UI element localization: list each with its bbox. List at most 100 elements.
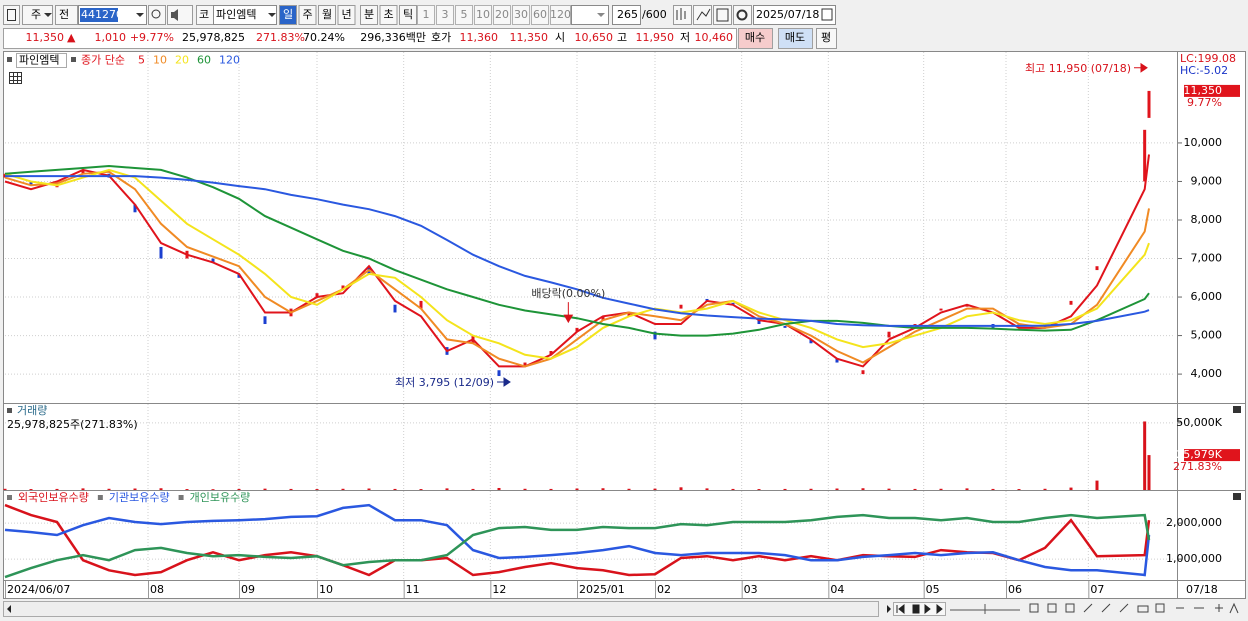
volume-bar <box>1043 488 1047 490</box>
period-button[interactable] <box>318 5 336 25</box>
volume-bar <box>55 488 59 490</box>
volume-bar <box>367 488 371 490</box>
candle-body <box>29 181 33 186</box>
legend-icon <box>7 495 12 500</box>
volume-bar <box>159 488 163 490</box>
volume-bar <box>549 488 553 490</box>
turnover: 70.24% <box>303 31 345 44</box>
candle-body <box>575 327 579 332</box>
x-tick-label: 12 <box>492 583 506 596</box>
y-tick-label: 4,000 <box>1191 367 1223 380</box>
x-tick-label: 10 <box>319 583 333 596</box>
candle-body <box>601 316 605 321</box>
period-button[interactable] <box>337 5 356 25</box>
search-button[interactable] <box>148 5 166 25</box>
interval-text: 30 <box>514 8 528 21</box>
code-text: 441270 <box>81 8 123 21</box>
interval-button[interactable] <box>493 5 511 25</box>
annotation-arrow <box>497 377 511 387</box>
interval-text: 3 <box>442 8 449 21</box>
volume-bar <box>757 489 761 490</box>
volume-bar <box>861 488 865 490</box>
settings-button[interactable] <box>733 5 752 25</box>
date-input[interactable] <box>753 5 836 25</box>
period-button[interactable] <box>379 5 398 25</box>
dropdown-arrow <box>597 13 605 17</box>
volume-bar <box>1017 489 1021 490</box>
info-bar: 11,350 ▲ 1,010 +9.77% 25,978,825 271.83%… <box>3 28 837 49</box>
y-tick-label: 6,000 <box>1191 290 1223 303</box>
candle-body <box>497 370 501 377</box>
period-button[interactable] <box>360 5 378 25</box>
series-line <box>4 513 1151 579</box>
volume-bar <box>575 488 579 490</box>
interval-button[interactable] <box>531 5 549 25</box>
interval-text: 60 <box>533 8 547 21</box>
menu-icon[interactable] <box>3 5 20 25</box>
name-field[interactable] <box>213 5 277 25</box>
interval-button[interactable] <box>417 5 435 25</box>
period-button[interactable] <box>298 5 317 25</box>
save-button[interactable] <box>713 5 732 25</box>
volume-bar <box>783 488 787 490</box>
unit-text: 주 <box>31 8 41 21</box>
market-text: 코 <box>199 8 209 21</box>
series-line <box>4 154 1150 368</box>
avg-button[interactable] <box>816 28 837 49</box>
tool-button[interactable] <box>693 5 712 25</box>
count-input[interactable] <box>612 5 641 25</box>
interval-button[interactable] <box>474 5 492 25</box>
period-button[interactable] <box>399 5 417 25</box>
legend-entry: 10 <box>153 54 167 67</box>
candle-body <box>549 350 553 355</box>
volume-bar <box>523 488 527 490</box>
interval-button[interactable] <box>436 5 454 25</box>
legend-entry: 60 <box>197 54 211 67</box>
sell-button[interactable] <box>778 28 813 49</box>
period-text: 월 <box>322 8 332 21</box>
maximize-icon[interactable] <box>1233 406 1241 413</box>
buy-button[interactable] <box>738 28 773 49</box>
candle-body <box>731 302 735 305</box>
interval-button[interactable] <box>455 5 473 25</box>
sound-button[interactable] <box>167 5 193 25</box>
interval-button[interactable] <box>512 5 530 25</box>
interval-text: 10 <box>476 8 490 21</box>
series-line <box>4 170 1150 368</box>
volume-bar <box>835 488 839 490</box>
volume-bar <box>939 488 943 490</box>
icon <box>696 8 711 21</box>
y-tick-label: 1,000,000 <box>1166 552 1222 565</box>
period-button[interactable] <box>279 5 297 25</box>
open: 10,650 <box>575 31 614 44</box>
candle-body <box>757 320 761 325</box>
price-marker-label: 11,350 <box>1184 84 1223 97</box>
amount: 296,336백만 <box>360 31 426 44</box>
candle-body <box>887 331 891 338</box>
grid-icon[interactable] <box>9 72 22 84</box>
open-label: 시 <box>555 31 565 44</box>
maximize-icon[interactable] <box>1233 493 1241 500</box>
unit-select[interactable] <box>22 5 53 25</box>
interval-input[interactable] <box>571 5 609 25</box>
toolbar-icons[interactable] <box>1029 602 1239 614</box>
scope-select[interactable] <box>55 5 78 25</box>
volume-bar <box>289 488 293 490</box>
search-icon <box>151 9 161 19</box>
volume-marker-label: 25,979K <box>1176 448 1222 461</box>
volume-bar <box>497 487 501 490</box>
zoom-slider[interactable] <box>950 604 1020 614</box>
volume-bar <box>627 488 631 490</box>
series-line <box>4 503 1151 577</box>
quote-label: 호가 <box>431 31 451 44</box>
series-line <box>5 175 1150 327</box>
icon <box>10 73 22 83</box>
y-tick-label: 10,000 <box>1184 136 1223 149</box>
tool-button[interactable] <box>673 5 692 25</box>
volume-bar <box>29 489 33 490</box>
interval-button[interactable] <box>550 5 571 25</box>
scroll-track[interactable] <box>3 601 879 617</box>
volume-bar <box>1147 455 1151 490</box>
volume-bar <box>887 488 891 490</box>
candle-body <box>1143 129 1147 182</box>
